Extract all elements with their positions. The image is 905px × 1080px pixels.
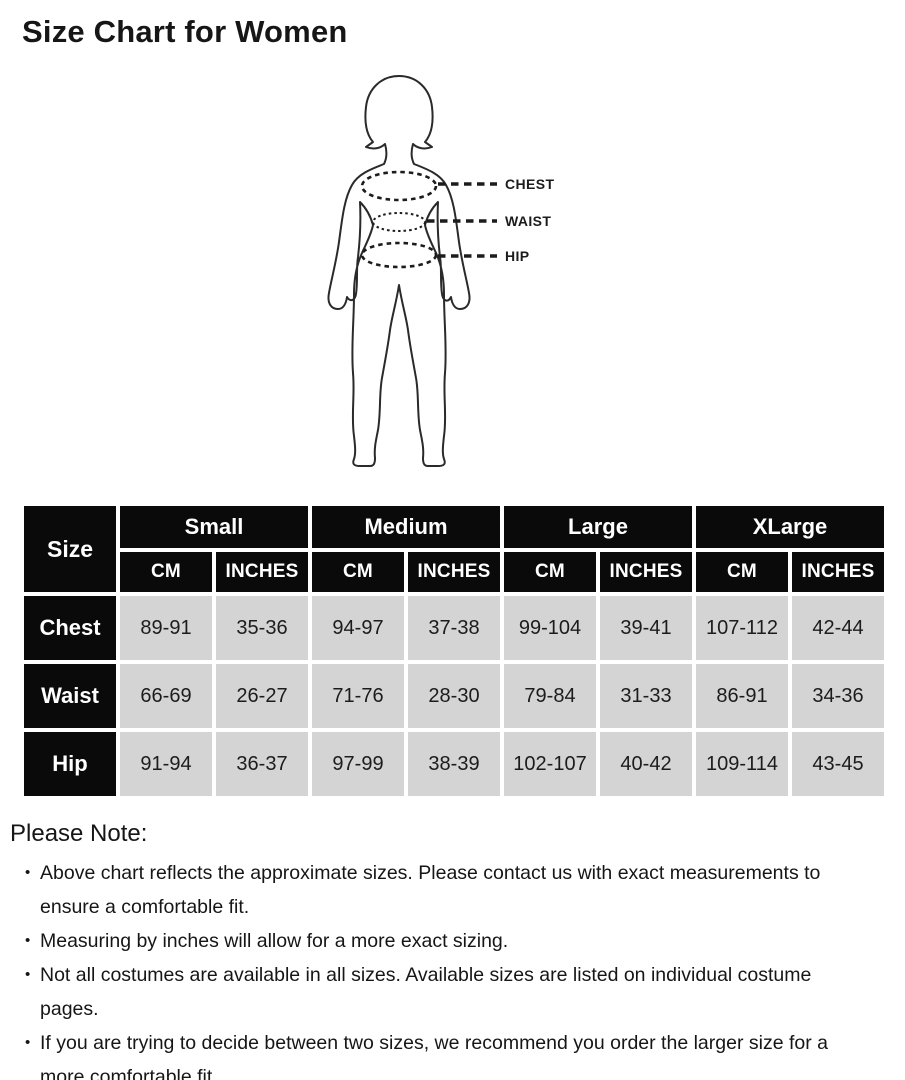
- chest-measure-ellipse: [360, 170, 438, 202]
- row-header-waist: Waist: [24, 664, 116, 728]
- size-corner-header: Size: [24, 506, 116, 592]
- note-item: • Above chart reflects the approximate s…: [10, 856, 868, 924]
- chest-label: CHEST: [505, 176, 554, 192]
- waist-large-cm: 79-84: [504, 664, 596, 728]
- unit-header-inches: INCHES: [600, 552, 692, 592]
- waist-medium-inches: 28-30: [408, 664, 500, 728]
- group-header-large: Large: [504, 506, 692, 548]
- row-header-hip: Hip: [24, 732, 116, 796]
- row-header-chest: Chest: [24, 596, 116, 660]
- bullet-icon: •: [25, 1034, 31, 1051]
- chest-large-cm: 99-104: [504, 596, 596, 660]
- waist-label: WAIST: [505, 213, 551, 229]
- chest-xlarge-cm: 107-112: [696, 596, 788, 660]
- unit-header-cm: CM: [696, 552, 788, 592]
- group-header-xlarge: XLarge: [696, 506, 884, 548]
- hip-xlarge-cm: 109-114: [696, 732, 788, 796]
- bullet-icon: •: [25, 966, 31, 983]
- unit-header-cm: CM: [312, 552, 404, 592]
- hip-small-cm: 91-94: [120, 732, 212, 796]
- bullet-icon: •: [25, 932, 31, 949]
- table-row-hip: Hip 91-94 36-37 97-99 38-39 102-107 40-4…: [24, 732, 884, 796]
- woman-figure-diagram: CHEST WAIST HIP: [327, 75, 554, 467]
- chest-small-inches: 35-36: [216, 596, 308, 660]
- hip-label: HIP: [505, 248, 530, 264]
- waist-medium-cm: 71-76: [312, 664, 404, 728]
- unit-header-cm: CM: [504, 552, 596, 592]
- size-chart-page: Size Chart for Women CHEST WAIST HIP Siz…: [0, 14, 905, 1080]
- notes-section: Please Note: • Above chart reflects the …: [10, 820, 893, 1080]
- note-text: Not all costumes are available in all si…: [40, 964, 812, 1020]
- group-header-medium: Medium: [312, 506, 500, 548]
- hip-medium-inches: 38-39: [408, 732, 500, 796]
- hip-large-inches: 40-42: [600, 732, 692, 796]
- note-text: Measuring by inches will allow for a mor…: [40, 930, 509, 952]
- hip-measure-ellipse: [360, 241, 438, 269]
- table-row-chest: Chest 89-91 35-36 94-97 37-38 99-104 39-…: [24, 596, 884, 660]
- chest-xlarge-inches: 42-44: [792, 596, 884, 660]
- bullet-icon: •: [25, 864, 31, 881]
- waist-xlarge-cm: 86-91: [696, 664, 788, 728]
- waist-small-cm: 66-69: [120, 664, 212, 728]
- waist-small-inches: 26-27: [216, 664, 308, 728]
- chest-medium-inches: 37-38: [408, 596, 500, 660]
- note-text: Above chart reflects the approximate siz…: [40, 862, 821, 918]
- note-item: • Measuring by inches will allow for a m…: [10, 924, 868, 958]
- unit-header-inches: INCHES: [792, 552, 884, 592]
- unit-header-inches: INCHES: [408, 552, 500, 592]
- chest-small-cm: 89-91: [120, 596, 212, 660]
- measurement-diagram: CHEST WAIST HIP: [0, 64, 905, 484]
- table-row-units: CM INCHES CM INCHES CM INCHES CM INCHES: [24, 552, 884, 592]
- table-row-waist: Waist 66-69 26-27 71-76 28-30 79-84 31-3…: [24, 664, 884, 728]
- group-header-small: Small: [120, 506, 308, 548]
- note-item: • If you are trying to decide between tw…: [10, 1026, 868, 1080]
- waist-xlarge-inches: 34-36: [792, 664, 884, 728]
- unit-header-cm: CM: [120, 552, 212, 592]
- note-text: If you are trying to decide between two …: [40, 1032, 828, 1080]
- page-title: Size Chart for Women: [22, 14, 348, 49]
- chest-large-inches: 39-41: [600, 596, 692, 660]
- notes-heading: Please Note:: [10, 820, 148, 847]
- size-table: Size Small Medium Large XLarge CM INCHES…: [20, 502, 888, 800]
- hip-xlarge-inches: 43-45: [792, 732, 884, 796]
- waist-measure-ellipse: [372, 212, 426, 232]
- chest-medium-cm: 94-97: [312, 596, 404, 660]
- hip-medium-cm: 97-99: [312, 732, 404, 796]
- unit-header-inches: INCHES: [216, 552, 308, 592]
- note-item: • Not all costumes are available in all …: [10, 958, 868, 1026]
- hip-large-cm: 102-107: [504, 732, 596, 796]
- table-row-groups: Size Small Medium Large XLarge: [24, 506, 884, 592]
- woman-figure-outline-icon: [327, 75, 471, 467]
- waist-large-inches: 31-33: [600, 664, 692, 728]
- hip-small-inches: 36-37: [216, 732, 308, 796]
